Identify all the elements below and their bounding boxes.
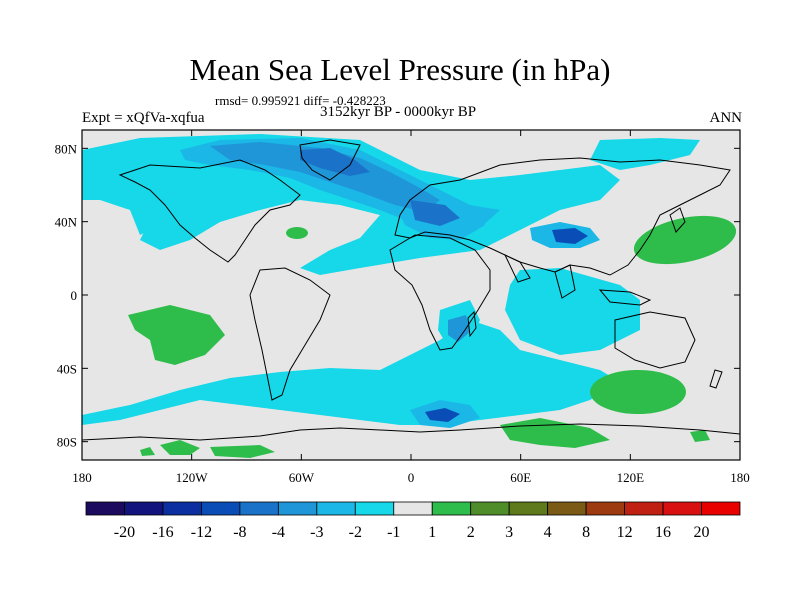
colorbar-label: -4 — [272, 524, 285, 541]
colorbar-swatch — [124, 501, 164, 516]
coastlines — [82, 139, 740, 441]
colorbar-swatch — [662, 501, 702, 516]
x-tick-label: 0 — [408, 470, 415, 485]
colorbar-swatch — [354, 501, 395, 516]
region-se-pacific-high — [128, 305, 225, 365]
colorbar-swatch — [508, 501, 549, 516]
region-s-indian-high — [590, 370, 686, 414]
colorbar-swatch — [162, 501, 202, 516]
x-tick-label: 60E — [510, 470, 531, 485]
colorbar-label: 2 — [467, 524, 475, 541]
region-europe-dark — [410, 200, 460, 226]
y-tick-label: 40S — [57, 361, 77, 376]
chart-title: Mean Sea Level Pressure (in hPa) — [189, 52, 611, 87]
colorbar-swatch — [585, 501, 625, 516]
colorbar-swatch — [547, 501, 587, 516]
experiment-label: Expt = xQfVa-xqfua — [82, 110, 205, 126]
colorbar-swatch — [393, 501, 433, 516]
y-tick-label: 40N — [55, 215, 78, 230]
region-arctic-core — [300, 148, 370, 176]
region-north-atlantic-cyan — [82, 134, 620, 275]
colorbar-swatch — [201, 501, 241, 516]
contour-fills — [82, 134, 737, 458]
colorbar-swatch — [239, 501, 279, 516]
region-central-asia-core — [552, 228, 588, 244]
colorbar-label: -1 — [387, 524, 400, 541]
y-tick-label: 80N — [55, 141, 78, 156]
colorbar-label: 8 — [582, 524, 590, 541]
x-tick-label: 120E — [617, 470, 645, 485]
colorbar-swatch — [701, 501, 741, 516]
y-tick-label: 0 — [71, 288, 78, 303]
colorbar-swatch — [316, 501, 356, 516]
region-north-pacific-cyan — [82, 160, 230, 235]
x-tick-label: 120W — [176, 470, 209, 485]
axes: 180 120W 60W 0 60E 120E 180 80N 40N 0 40S 80S — [55, 130, 750, 485]
region-atlantic-small-high — [286, 227, 308, 239]
stats-label: rmsd= 0.995921 diff= -0.428223 — [215, 93, 386, 108]
colorbar: -20 -16 -12 -8 -4 -3 -2 -1 1 2 3 4 8 12 16 20 — [85, 501, 741, 541]
colorbar-label: -3 — [310, 524, 323, 541]
colorbar-swatch — [470, 501, 510, 516]
season-label: ANN — [709, 110, 743, 126]
colorbar-label: 3 — [505, 524, 513, 541]
x-tick-label: 180 — [72, 470, 92, 485]
x-tick-label: 180 — [730, 470, 750, 485]
colorbar-label: 12 — [617, 524, 633, 541]
colorbar-swatch — [431, 501, 472, 516]
colorbar-swatch — [624, 501, 664, 516]
colorbar-label: 4 — [544, 524, 552, 541]
colorbar-label: 16 — [655, 524, 671, 541]
x-tick-label: 60W — [289, 470, 315, 485]
region-antarctic-highs — [140, 418, 710, 458]
colorbar-swatch — [277, 501, 318, 516]
colorbar-label: 1 — [428, 524, 436, 541]
colorbar-swatch — [85, 501, 125, 516]
region-indian-ocean-cyan — [505, 268, 640, 355]
y-tick-label: 80S — [57, 435, 77, 450]
colorbar-label: 20 — [694, 524, 710, 541]
region-southern-ocean-cyan — [82, 320, 620, 425]
region-nw-pacific-high — [633, 215, 737, 265]
region-antarctic-core — [425, 408, 460, 422]
region-madagascar-mid — [448, 315, 470, 342]
colorbar-label: -12 — [191, 524, 212, 541]
colorbar-label: -8 — [233, 524, 246, 541]
colorbar-label: -2 — [349, 524, 362, 541]
period-label: 3152kyr BP - 0000kyr BP — [320, 104, 477, 120]
colorbar-label: -20 — [114, 524, 135, 541]
colorbar-label: -16 — [152, 524, 173, 541]
